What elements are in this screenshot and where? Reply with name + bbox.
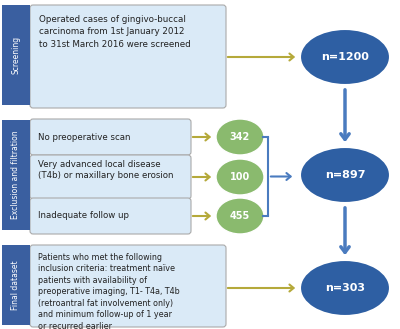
Text: Inadequate follow up: Inadequate follow up bbox=[38, 212, 129, 220]
FancyBboxPatch shape bbox=[30, 119, 191, 155]
Text: No preoperative scan: No preoperative scan bbox=[38, 133, 130, 141]
Ellipse shape bbox=[216, 119, 264, 155]
Ellipse shape bbox=[300, 29, 390, 85]
Ellipse shape bbox=[216, 198, 264, 234]
Text: 455: 455 bbox=[230, 211, 250, 221]
Text: 100: 100 bbox=[230, 172, 250, 182]
FancyBboxPatch shape bbox=[30, 198, 191, 234]
Ellipse shape bbox=[300, 260, 390, 316]
Ellipse shape bbox=[216, 159, 264, 195]
FancyBboxPatch shape bbox=[30, 245, 226, 327]
Text: Operated cases of gingivo-buccal
carcinoma from 1st January 2012
to 31st March 2: Operated cases of gingivo-buccal carcino… bbox=[39, 15, 191, 49]
Text: n=303: n=303 bbox=[325, 283, 365, 293]
Bar bbox=[2, 120, 30, 230]
Text: n=1200: n=1200 bbox=[321, 52, 369, 62]
Text: Final dataset: Final dataset bbox=[12, 260, 20, 310]
Bar bbox=[2, 245, 30, 325]
Text: Exclusion and filtration: Exclusion and filtration bbox=[12, 131, 20, 219]
Text: 342: 342 bbox=[230, 132, 250, 142]
Text: Very advanced local disease
(T4b) or maxillary bone erosion: Very advanced local disease (T4b) or max… bbox=[38, 160, 174, 180]
Text: n=897: n=897 bbox=[325, 170, 365, 180]
Ellipse shape bbox=[300, 147, 390, 203]
Text: Patients who met the following
inclusion criteria: treatment naïve
patients with: Patients who met the following inclusion… bbox=[38, 253, 180, 329]
FancyBboxPatch shape bbox=[30, 155, 191, 199]
FancyBboxPatch shape bbox=[30, 5, 226, 108]
Bar bbox=[2, 5, 30, 105]
Text: Screening: Screening bbox=[12, 36, 20, 74]
